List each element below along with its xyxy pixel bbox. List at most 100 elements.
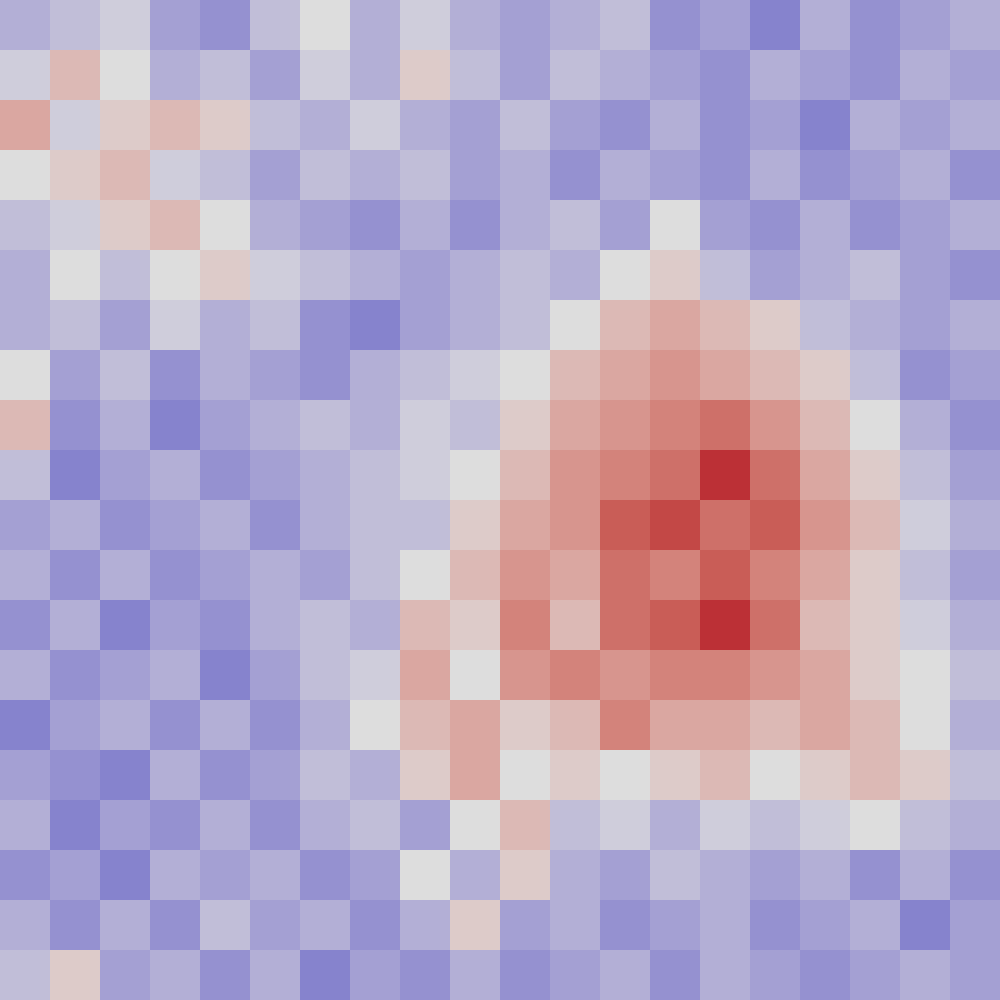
heatmap-cell: [100, 400, 151, 451]
heatmap-cell: [750, 450, 801, 501]
heatmap-cell: [350, 150, 401, 201]
heatmap-cell: [900, 600, 951, 651]
heatmap-cell: [500, 0, 551, 51]
heatmap-cell: [800, 400, 851, 451]
heatmap-cell: [900, 450, 951, 501]
heatmap-cell: [0, 450, 51, 501]
heatmap-cell: [700, 100, 751, 151]
heatmap-cell: [700, 900, 751, 951]
heatmap-cell: [800, 800, 851, 851]
heatmap-cell: [100, 650, 151, 701]
heatmap-cell: [500, 550, 551, 601]
heatmap-cell: [50, 500, 101, 551]
heatmap-cell: [0, 750, 51, 801]
heatmap-cell: [250, 850, 301, 901]
heatmap-cell: [300, 600, 351, 651]
heatmap-cell: [500, 350, 551, 401]
heatmap-cell: [650, 350, 701, 401]
heatmap-cell: [650, 50, 701, 101]
heatmap-cell: [300, 100, 351, 151]
heatmap-cell: [600, 500, 651, 551]
heatmap-cell: [100, 50, 151, 101]
heatmap-cell: [400, 500, 451, 551]
heatmap-cell: [50, 50, 101, 101]
heatmap-cell: [950, 100, 1000, 151]
heatmap-cell: [0, 200, 51, 251]
heatmap-cell: [150, 850, 201, 901]
heatmap-cell: [250, 750, 301, 801]
heatmap-cell: [200, 900, 251, 951]
heatmap-cell: [400, 900, 451, 951]
heatmap-cell: [750, 250, 801, 301]
heatmap-cell: [750, 600, 801, 651]
heatmap-cell: [200, 550, 251, 601]
heatmap-cell: [700, 0, 751, 51]
heatmap-cell: [900, 550, 951, 601]
heatmap-cell: [750, 0, 801, 51]
heatmap-cell: [50, 950, 101, 1000]
heatmap-cell: [0, 50, 51, 101]
heatmap-cell: [250, 650, 301, 701]
heatmap-cell: [500, 250, 551, 301]
heatmap-cell: [750, 400, 801, 451]
heatmap-cell: [700, 700, 751, 751]
heatmap-cell: [350, 650, 401, 701]
heatmap-cell: [600, 700, 651, 751]
cells: [0, 0, 1000, 1000]
heatmap-cell: [500, 950, 551, 1000]
heatmap-cell: [450, 400, 501, 451]
heatmap-cell: [550, 500, 601, 551]
heatmap-cell: [150, 300, 201, 351]
heatmap-cell: [450, 900, 501, 951]
heatmap-chart: [0, 0, 1000, 1000]
heatmap-cell: [550, 0, 601, 51]
heatmap-cell: [400, 350, 451, 401]
heatmap-cell: [400, 850, 451, 901]
heatmap-cell: [750, 650, 801, 701]
heatmap-cell: [850, 900, 901, 951]
heatmap-cell: [950, 850, 1000, 901]
heatmap-cell: [800, 0, 851, 51]
heatmap-cell: [600, 300, 651, 351]
heatmap-cell: [0, 150, 51, 201]
heatmap-cell: [500, 800, 551, 851]
heatmap-cell: [900, 100, 951, 151]
heatmap-cell: [800, 350, 851, 401]
heatmap-cell: [800, 900, 851, 951]
heatmap-cell: [650, 650, 701, 701]
heatmap-cell: [750, 350, 801, 401]
heatmap-cell: [200, 700, 251, 751]
heatmap-cell: [100, 600, 151, 651]
heatmap-cell: [600, 0, 651, 51]
heatmap-cell: [650, 400, 701, 451]
heatmap-cell: [800, 300, 851, 351]
heatmap-cell: [850, 750, 901, 801]
heatmap-cell: [550, 250, 601, 301]
heatmap-cell: [550, 400, 601, 451]
heatmap-cell: [150, 400, 201, 451]
heatmap-cell: [100, 800, 151, 851]
heatmap-cell: [50, 250, 101, 301]
heatmap-cell: [150, 800, 201, 851]
heatmap-cell: [450, 700, 501, 751]
heatmap-cell: [500, 600, 551, 651]
heatmap-cell: [750, 150, 801, 201]
heatmap-cell: [700, 850, 751, 901]
heatmap-cell: [50, 450, 101, 501]
heatmap-cell: [650, 100, 701, 151]
heatmap-cell: [700, 250, 751, 301]
heatmap-cell: [550, 950, 601, 1000]
heatmap-cell: [100, 850, 151, 901]
heatmap-cell: [300, 200, 351, 251]
heatmap-cell: [750, 850, 801, 901]
heatmap-cell: [250, 950, 301, 1000]
heatmap-cell: [50, 150, 101, 201]
heatmap-cell: [0, 400, 51, 451]
heatmap-cell: [750, 100, 801, 151]
heatmap-cell: [0, 250, 51, 301]
heatmap-cell: [150, 450, 201, 501]
heatmap-cell: [0, 700, 51, 751]
heatmap-cell: [800, 950, 851, 1000]
heatmap-cell: [600, 150, 651, 201]
heatmap-cell: [250, 150, 301, 201]
